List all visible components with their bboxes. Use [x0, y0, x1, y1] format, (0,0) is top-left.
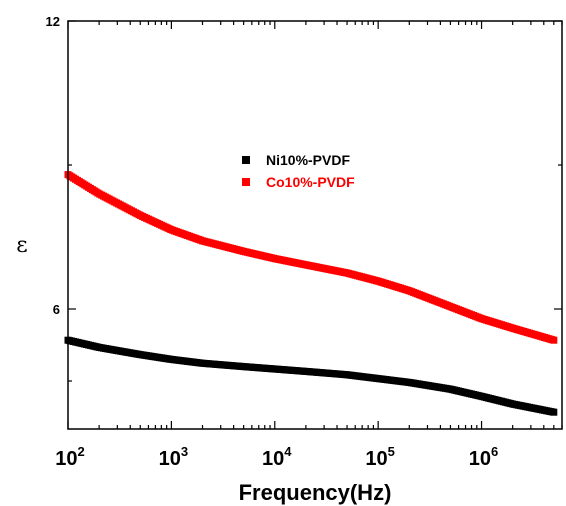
x-tick-label: 103 [159, 444, 188, 470]
x-tick-label: 104 [262, 444, 292, 470]
ticks-layer [67, 20, 563, 429]
data-point [550, 408, 558, 416]
legend-label-co: Co10%-PVDF [266, 174, 355, 190]
plot-frame [67, 20, 563, 430]
series-1 [64, 336, 558, 416]
legend-marker-co [242, 178, 250, 186]
y-tick-label: 6 [53, 302, 60, 317]
legend-label-ni: Ni10%-PVDF [266, 152, 350, 168]
x-axis-label: Frequency(Hz) [239, 480, 392, 505]
tick-labels-layer: 102 103 104 105 106 6 12 [46, 14, 499, 470]
legend-marker-ni [242, 156, 250, 164]
series-layer [64, 171, 558, 416]
x-tick-label: 106 [469, 444, 498, 470]
y-axis-label: ε [16, 233, 27, 258]
series-2 [64, 171, 558, 344]
y-tick-label: 12 [46, 14, 60, 29]
x-tick-label: 105 [365, 444, 394, 470]
data-point [550, 336, 558, 344]
legend: Ni10%-PVDF Co10%-PVDF [242, 152, 355, 190]
x-tick-label: 102 [55, 444, 84, 470]
